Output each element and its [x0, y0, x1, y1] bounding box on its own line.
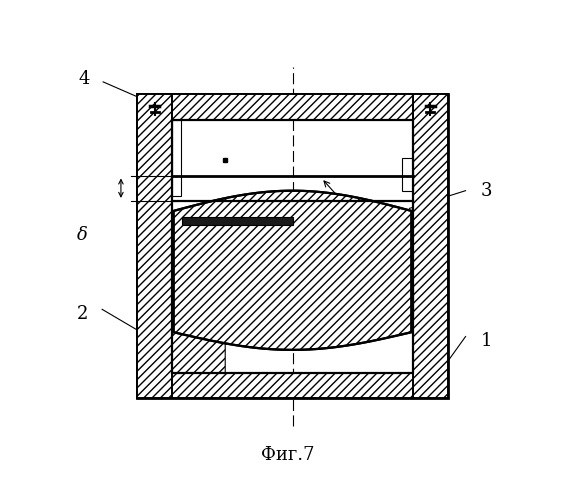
Bar [173, 372, 412, 398]
Polygon shape [174, 190, 411, 350]
Text: 1: 1 [480, 332, 492, 350]
Bar [173, 120, 412, 372]
Bar [173, 297, 181, 372]
Bar [412, 94, 448, 398]
Bar [137, 94, 173, 398]
Bar [173, 94, 412, 120]
Bar [412, 94, 448, 398]
Polygon shape [173, 312, 225, 372]
Bar [173, 120, 181, 196]
Text: 2: 2 [77, 306, 88, 324]
Bar [137, 94, 173, 398]
Text: 3: 3 [480, 182, 492, 200]
Bar [182, 217, 292, 225]
Text: Фиг.7: Фиг.7 [261, 446, 314, 464]
Bar [402, 286, 412, 317]
Bar [173, 372, 412, 398]
Text: δ: δ [77, 226, 88, 244]
Bar [173, 94, 412, 120]
Text: 4: 4 [78, 70, 90, 88]
Bar [402, 158, 412, 190]
Bar [137, 94, 448, 398]
